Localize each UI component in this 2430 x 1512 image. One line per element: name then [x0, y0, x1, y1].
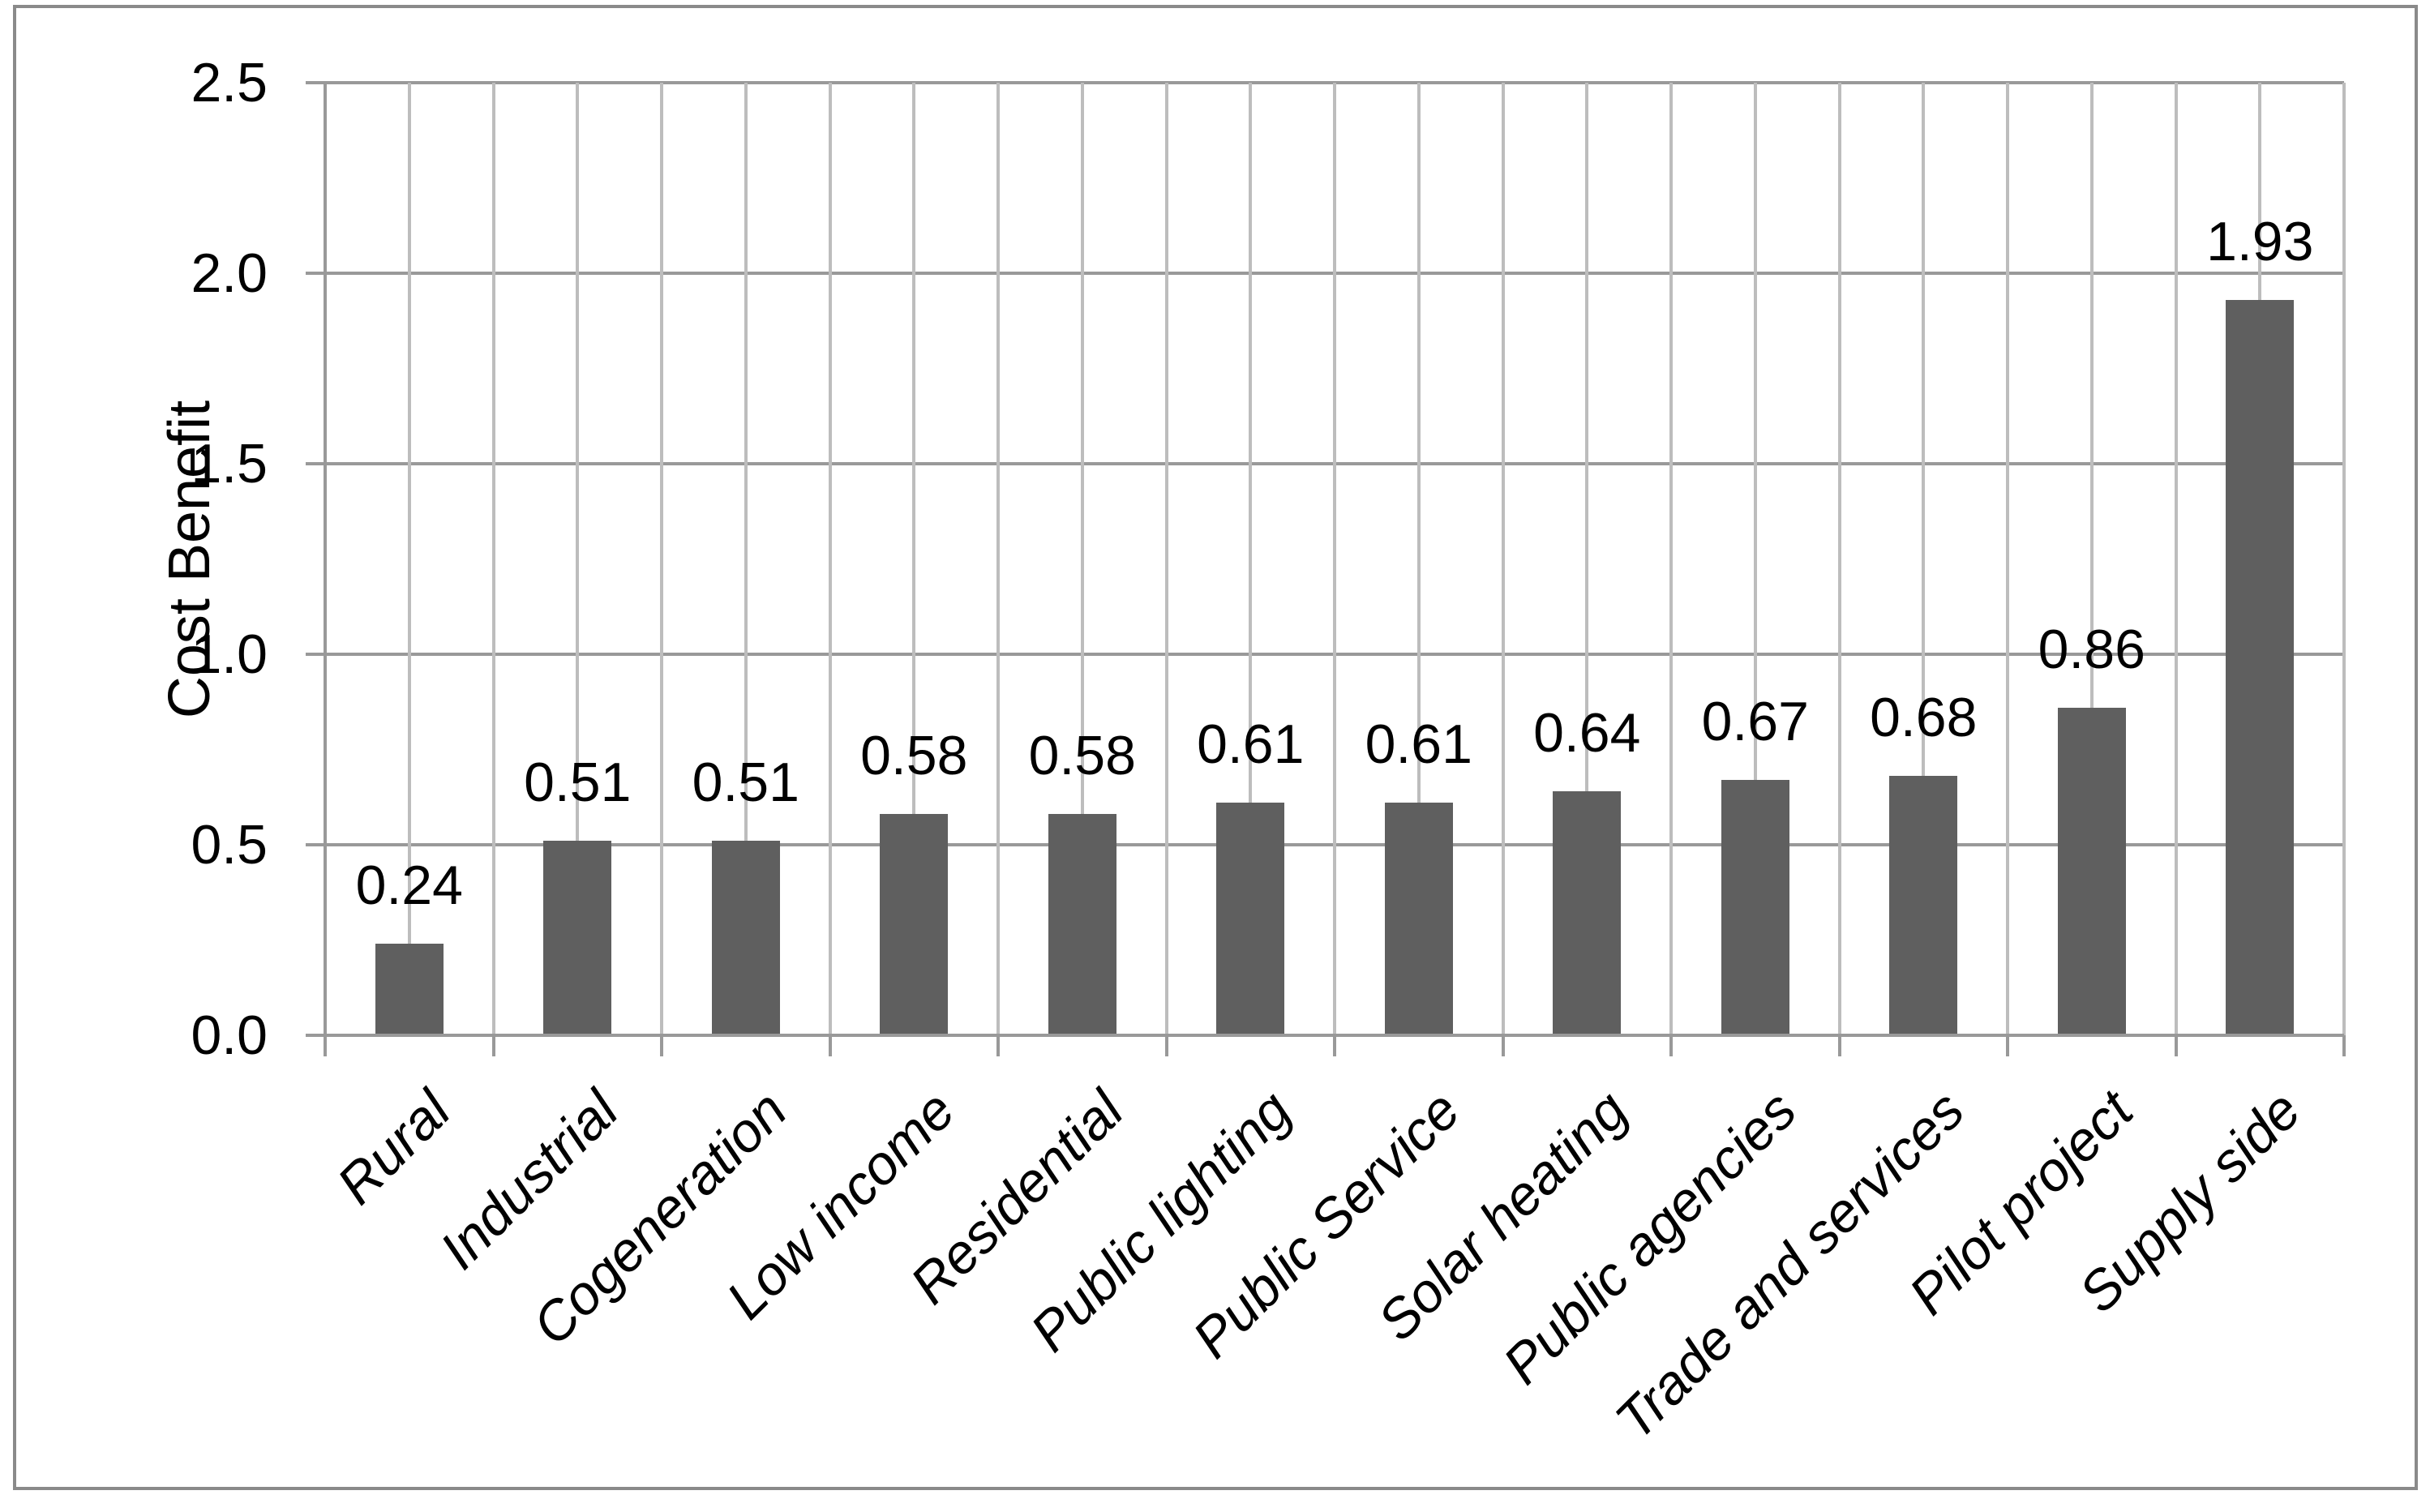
- v-gridline: [1333, 83, 1336, 1035]
- x-axis-tick: [2174, 1035, 2178, 1056]
- x-axis-tick: [1164, 1035, 1168, 1056]
- v-gridline: [1416, 83, 1421, 1035]
- v-gridline: [828, 83, 832, 1035]
- x-axis-tick: [1501, 1035, 1505, 1056]
- bar: [2226, 299, 2295, 1035]
- v-gridline: [576, 83, 580, 1035]
- bar: [543, 841, 612, 1035]
- x-axis-tick: [2342, 1035, 2346, 1056]
- v-gridline: [2089, 83, 2094, 1035]
- h-gridline: [306, 462, 2344, 465]
- v-gridline: [2174, 83, 2178, 1035]
- bar-value-label: 0.86: [2038, 618, 2145, 680]
- bar-value-label: 0.58: [860, 725, 968, 787]
- y-tick-label: 1.0: [191, 623, 268, 685]
- v-gridline: [491, 83, 495, 1035]
- x-axis-line: [306, 1034, 2344, 1037]
- v-gridline: [1837, 83, 1841, 1035]
- v-gridline: [1080, 83, 1084, 1035]
- bar: [1889, 776, 1958, 1035]
- v-gridline: [1585, 83, 1589, 1035]
- chart-outer-border: [13, 5, 2418, 1490]
- h-gridline: [306, 653, 2344, 656]
- x-axis-tick: [1837, 1035, 1841, 1056]
- bar: [711, 841, 780, 1035]
- x-axis-tick: [1333, 1035, 1336, 1056]
- bar: [1384, 803, 1453, 1035]
- y-tick-label: 0.5: [191, 814, 268, 876]
- h-gridline: [306, 272, 2344, 275]
- y-tick-label: 1.5: [191, 433, 268, 495]
- bar: [880, 814, 949, 1035]
- x-axis-tick: [2006, 1035, 2009, 1056]
- bar: [1048, 814, 1116, 1035]
- v-gridline: [2006, 83, 2009, 1035]
- h-gridline: [306, 843, 2344, 846]
- bar: [2057, 707, 2126, 1035]
- v-gridline: [407, 83, 411, 1035]
- y-tick-label: 2.5: [191, 52, 268, 114]
- v-gridline: [1249, 83, 1253, 1035]
- x-axis-tick: [828, 1035, 832, 1056]
- h-gridline: [306, 81, 2344, 84]
- v-gridline: [660, 83, 663, 1035]
- y-tick-label: 2.0: [191, 242, 268, 304]
- bar-value-label: 1.93: [2206, 210, 2314, 272]
- bar-value-label: 0.24: [355, 855, 463, 917]
- v-gridline: [1922, 83, 1926, 1035]
- y-axis-title: Cost Benefit: [157, 400, 222, 719]
- v-gridline: [1669, 83, 1673, 1035]
- v-gridline: [1164, 83, 1168, 1035]
- bar-value-label: 0.58: [1028, 725, 1136, 787]
- bar: [1721, 780, 1789, 1035]
- v-gridline: [744, 83, 748, 1035]
- v-gridline: [1753, 83, 1757, 1035]
- x-axis-tick: [324, 1035, 327, 1056]
- bar: [1553, 791, 1622, 1035]
- bar-value-label: 0.61: [1197, 713, 1305, 776]
- bar-value-label: 0.67: [1701, 691, 1809, 753]
- bar-value-label: 0.61: [1365, 713, 1472, 776]
- v-gridline: [1501, 83, 1505, 1035]
- x-axis-tick: [491, 1035, 495, 1056]
- x-axis-tick: [660, 1035, 663, 1056]
- y-axis-line: [324, 83, 327, 1035]
- bar-value-label: 0.64: [1533, 702, 1641, 765]
- y-tick-label: 0.0: [191, 1004, 268, 1066]
- bar-value-label: 0.51: [524, 752, 632, 814]
- v-gridline: [2342, 83, 2346, 1035]
- v-gridline: [912, 83, 916, 1035]
- x-axis-tick: [996, 1035, 1000, 1056]
- bar-value-label: 0.51: [692, 752, 799, 814]
- bar: [375, 944, 444, 1035]
- v-gridline: [996, 83, 1000, 1035]
- bar: [1216, 803, 1285, 1035]
- x-axis-tick: [1669, 1035, 1673, 1056]
- bar-value-label: 0.68: [1870, 687, 1978, 749]
